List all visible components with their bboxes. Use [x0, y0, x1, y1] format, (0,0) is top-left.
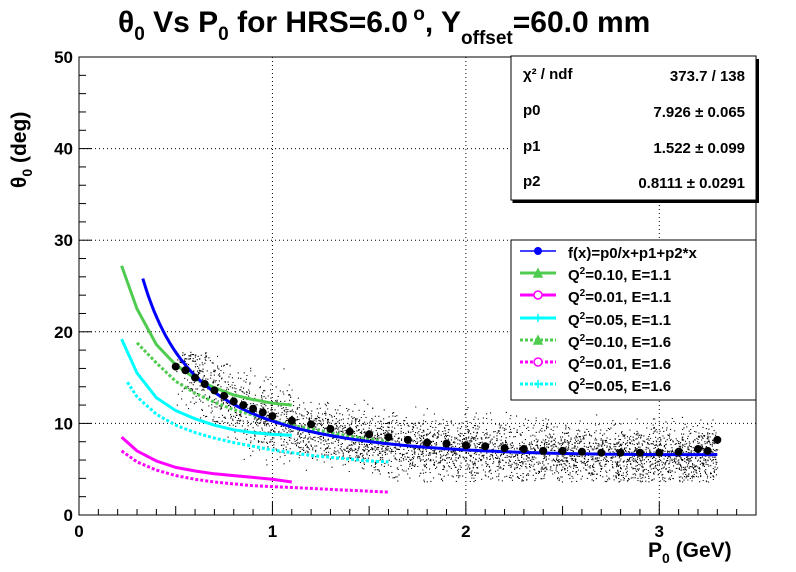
y-tick-label: 40 — [54, 140, 73, 159]
profile-point — [220, 391, 229, 400]
profile-point — [655, 448, 664, 457]
profile-point — [442, 439, 451, 448]
legend: f(x)=p0/x+p1+p2*x Q2=0.10, E=1.1 Q2=0.01… — [510, 239, 757, 401]
stats-box: χ² / ndf 373.7 / 138 p0 7.926 ± 0.065 p1… — [510, 55, 759, 203]
legend-marker-6 — [534, 380, 542, 388]
x-tick-label: 0 — [74, 522, 83, 541]
profile-point — [577, 447, 586, 456]
profile-point — [481, 442, 490, 451]
profile-point — [268, 412, 277, 421]
legend-marker-fit — [534, 247, 542, 255]
legend-label-fit: f(x)=p0/x+p1+p2*x — [568, 245, 697, 262]
legend-marker-1 — [532, 267, 544, 278]
profile-point — [229, 397, 238, 406]
series-line-4 — [135, 341, 389, 444]
legend-marker-4 — [532, 334, 544, 345]
y-tick-label: 30 — [54, 231, 73, 250]
stats-row-p0-name: p0 — [523, 102, 541, 119]
profile-point — [674, 447, 683, 456]
profile-point — [181, 366, 190, 375]
x-tick-label: 2 — [461, 522, 470, 541]
series-line-2 — [120, 435, 293, 484]
stats-row-p1-value: 1.522 ± 0.099 — [653, 140, 745, 157]
stats-row-p2-name: p2 — [523, 173, 541, 190]
legend-label-q010-e16: Q2=0.10, E=1.6 — [568, 333, 671, 351]
legend-label-q005-e16: Q2=0.05, E=1.6 — [568, 377, 671, 395]
profile-point — [258, 408, 267, 417]
stats-row-p0-value: 7.926 ± 0.065 — [653, 104, 745, 121]
y-tick-label: 0 — [64, 506, 73, 525]
x-axis-label: P0 (GeV) — [648, 539, 732, 566]
legend-label-q001-e16: Q2=0.01, E=1.6 — [568, 355, 671, 373]
stats-row-p1-name: p1 — [523, 138, 541, 155]
profile-point — [239, 401, 248, 410]
profile-point — [249, 404, 258, 413]
profile-point — [287, 416, 296, 425]
profile-point — [210, 386, 219, 395]
profile-point — [616, 448, 625, 457]
stats-row-chi2-name: χ² / ndf — [523, 66, 573, 83]
series-line-5 — [120, 449, 389, 494]
x-tick-label: 1 — [268, 522, 277, 541]
stats-row-p2-value: 0.8111 ± 0.0291 — [638, 175, 745, 192]
legend-label-q005-e11: Q2=0.05, E=1.1 — [568, 311, 671, 329]
legend-label-q010-e11: Q2=0.10, E=1.1 — [568, 266, 671, 284]
profile-point — [423, 438, 432, 447]
profile-point — [326, 424, 335, 433]
legend-marker-5 — [533, 357, 543, 367]
profile-point — [500, 444, 509, 453]
profile-point — [403, 435, 412, 444]
series-line-6 — [126, 381, 389, 464]
profile-point — [713, 435, 722, 444]
profile-point — [384, 433, 393, 442]
profile-point — [597, 448, 606, 457]
chart-title: θ0 Vs P0 for HRS=6.0 o, Yoffset=60.0 mm — [118, 4, 650, 49]
profile-point — [703, 446, 712, 455]
profile-point — [171, 362, 180, 371]
y-tick-label: 10 — [54, 414, 73, 433]
profile-point — [307, 420, 316, 429]
profile-point — [200, 380, 209, 389]
y-tick-label: 20 — [54, 323, 73, 342]
profile-point — [519, 445, 528, 454]
profile-point — [693, 445, 702, 454]
legend-marker-2 — [533, 290, 543, 300]
legend-marker-3 — [534, 314, 542, 322]
stats-row-chi2-value: 373.7 / 138 — [670, 68, 745, 85]
profile-point — [191, 373, 200, 382]
profile-point — [365, 430, 374, 439]
profile-point — [635, 448, 644, 457]
profile-point — [539, 446, 548, 455]
y-axis-label: θ0 (deg) — [8, 112, 35, 188]
profile-point — [558, 446, 567, 455]
series-line-3 — [120, 338, 292, 437]
y-tick-label: 50 — [54, 48, 73, 67]
legend-label-q001-e11: Q2=0.01, E=1.1 — [568, 288, 671, 306]
profile-point — [345, 427, 354, 436]
profile-point — [461, 441, 470, 450]
x-tick-label: 3 — [655, 522, 664, 541]
